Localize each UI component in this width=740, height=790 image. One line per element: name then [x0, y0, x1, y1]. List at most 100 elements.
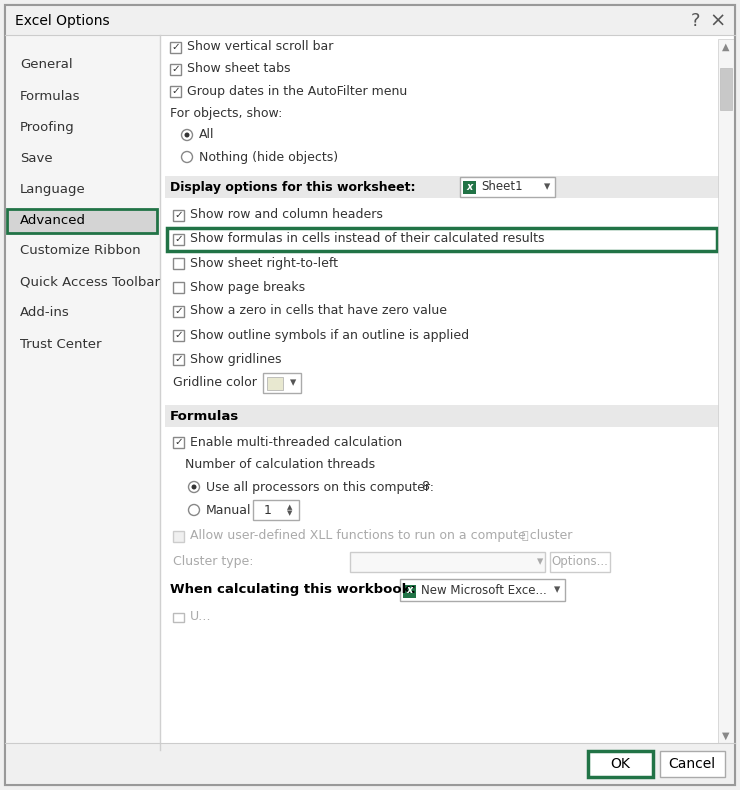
Text: Cluster type:: Cluster type: [173, 555, 254, 569]
Text: 1: 1 [264, 503, 272, 517]
Bar [173, 306, 184, 317]
Text: ▼: ▼ [722, 731, 730, 741]
Text: Show row and column headers: Show row and column headers [190, 209, 383, 221]
Text: Nothing (hide objects): Nothing (hide objects) [199, 151, 338, 164]
Text: Cancel: Cancel [668, 757, 716, 771]
Text: Number of calculation threads: Number of calculation threads [185, 457, 375, 471]
Bar [165, 405, 720, 427]
Text: Show outline symbols if an outline is applied: Show outline symbols if an outline is ap… [190, 329, 469, 341]
Bar [588, 751, 653, 777]
Text: Show sheet right-to-left: Show sheet right-to-left [190, 257, 338, 269]
Text: All: All [199, 129, 215, 141]
Text: Display options for this worksheet:: Display options for this worksheet: [170, 180, 415, 194]
Text: Trust Center: Trust Center [20, 337, 101, 351]
Text: For objects, show:: For objects, show: [170, 107, 283, 119]
Text: Save: Save [20, 152, 53, 164]
Text: Show sheet tabs: Show sheet tabs [187, 62, 291, 76]
Text: ▾: ▾ [554, 584, 560, 596]
Text: New Microsoft Exce...: New Microsoft Exce... [421, 584, 547, 596]
Bar [263, 373, 301, 393]
Bar [400, 579, 565, 601]
Text: 8: 8 [421, 480, 429, 494]
Bar [173, 282, 184, 293]
Text: General: General [20, 58, 73, 72]
Text: ✓: ✓ [174, 234, 183, 244]
Bar [173, 613, 184, 622]
Text: Customize Ribbon: Customize Ribbon [20, 244, 141, 258]
Text: U…: U… [190, 610, 212, 623]
Text: ✓: ✓ [174, 354, 183, 364]
Text: ▼: ▼ [287, 510, 293, 516]
Circle shape [184, 133, 189, 137]
Bar [350, 552, 545, 572]
Bar [173, 531, 184, 542]
Text: When calculating this workbook:: When calculating this workbook: [170, 584, 416, 596]
Text: Use all processors on this computer:: Use all processors on this computer: [206, 480, 434, 494]
Bar [7, 209, 157, 233]
Circle shape [192, 484, 197, 490]
Text: Show page breaks: Show page breaks [190, 280, 305, 294]
Text: ✓: ✓ [171, 42, 180, 52]
Text: ⓘ: ⓘ [522, 531, 528, 541]
Bar [720, 68, 732, 110]
Text: Show gridlines: Show gridlines [190, 352, 281, 366]
Text: ✓: ✓ [174, 210, 183, 220]
Text: ✓: ✓ [174, 330, 183, 340]
Text: Group dates in the AutoFilter menu: Group dates in the AutoFilter menu [187, 85, 407, 97]
Text: Gridline color: Gridline color [173, 377, 257, 389]
Text: Quick Access Toolbar: Quick Access Toolbar [20, 276, 160, 288]
Text: Language: Language [20, 182, 86, 195]
Text: ✓: ✓ [171, 86, 180, 96]
Text: ▾: ▾ [544, 180, 550, 194]
Text: Excel Options: Excel Options [15, 14, 110, 28]
Bar [173, 234, 184, 245]
Text: ▲: ▲ [287, 504, 293, 510]
Text: Formulas: Formulas [170, 409, 239, 423]
Bar [253, 500, 299, 520]
Text: Advanced: Advanced [20, 213, 86, 227]
Text: Options...: Options... [551, 555, 608, 569]
Text: x: x [466, 182, 473, 192]
Text: Show formulas in cells instead of their calculated results: Show formulas in cells instead of their … [190, 232, 545, 246]
Bar [403, 585, 416, 598]
Bar [7, 209, 157, 233]
Bar [5, 743, 735, 785]
Text: ▾: ▾ [290, 377, 296, 389]
Bar [5, 35, 160, 750]
Bar [170, 86, 181, 97]
Text: ×: × [710, 12, 726, 31]
Circle shape [189, 481, 200, 492]
Text: ▲: ▲ [722, 42, 730, 52]
Bar [173, 258, 184, 269]
Bar [165, 176, 720, 198]
Text: Enable multi-threaded calculation: Enable multi-threaded calculation [190, 435, 402, 449]
Bar [718, 39, 734, 745]
Bar [173, 354, 184, 365]
Text: Show a zero in cells that have zero value: Show a zero in cells that have zero valu… [190, 304, 447, 318]
Text: Proofing: Proofing [20, 121, 75, 134]
Bar [173, 437, 184, 448]
Bar [170, 42, 181, 53]
Bar [460, 177, 555, 197]
Bar [267, 377, 283, 390]
Circle shape [189, 505, 200, 516]
Bar [173, 210, 184, 221]
Bar [170, 64, 181, 75]
Bar [660, 751, 725, 777]
Text: ▾: ▾ [537, 555, 543, 569]
Bar [173, 330, 184, 341]
Text: OK: OK [610, 757, 630, 771]
Text: Formulas: Formulas [20, 89, 81, 103]
Text: Add-ins: Add-ins [20, 307, 70, 319]
Text: Sheet1: Sheet1 [481, 180, 522, 194]
Circle shape [181, 152, 192, 163]
Circle shape [181, 130, 192, 141]
Bar [5, 5, 735, 35]
Text: ?: ? [690, 12, 700, 30]
Text: ✓: ✓ [171, 64, 180, 74]
Bar [463, 181, 476, 194]
Text: Show vertical scroll bar: Show vertical scroll bar [187, 40, 334, 54]
Text: Allow user-defined XLL functions to run on a compute cluster: Allow user-defined XLL functions to run … [190, 529, 572, 543]
Text: ✓: ✓ [174, 437, 183, 447]
Text: Manual: Manual [206, 503, 252, 517]
